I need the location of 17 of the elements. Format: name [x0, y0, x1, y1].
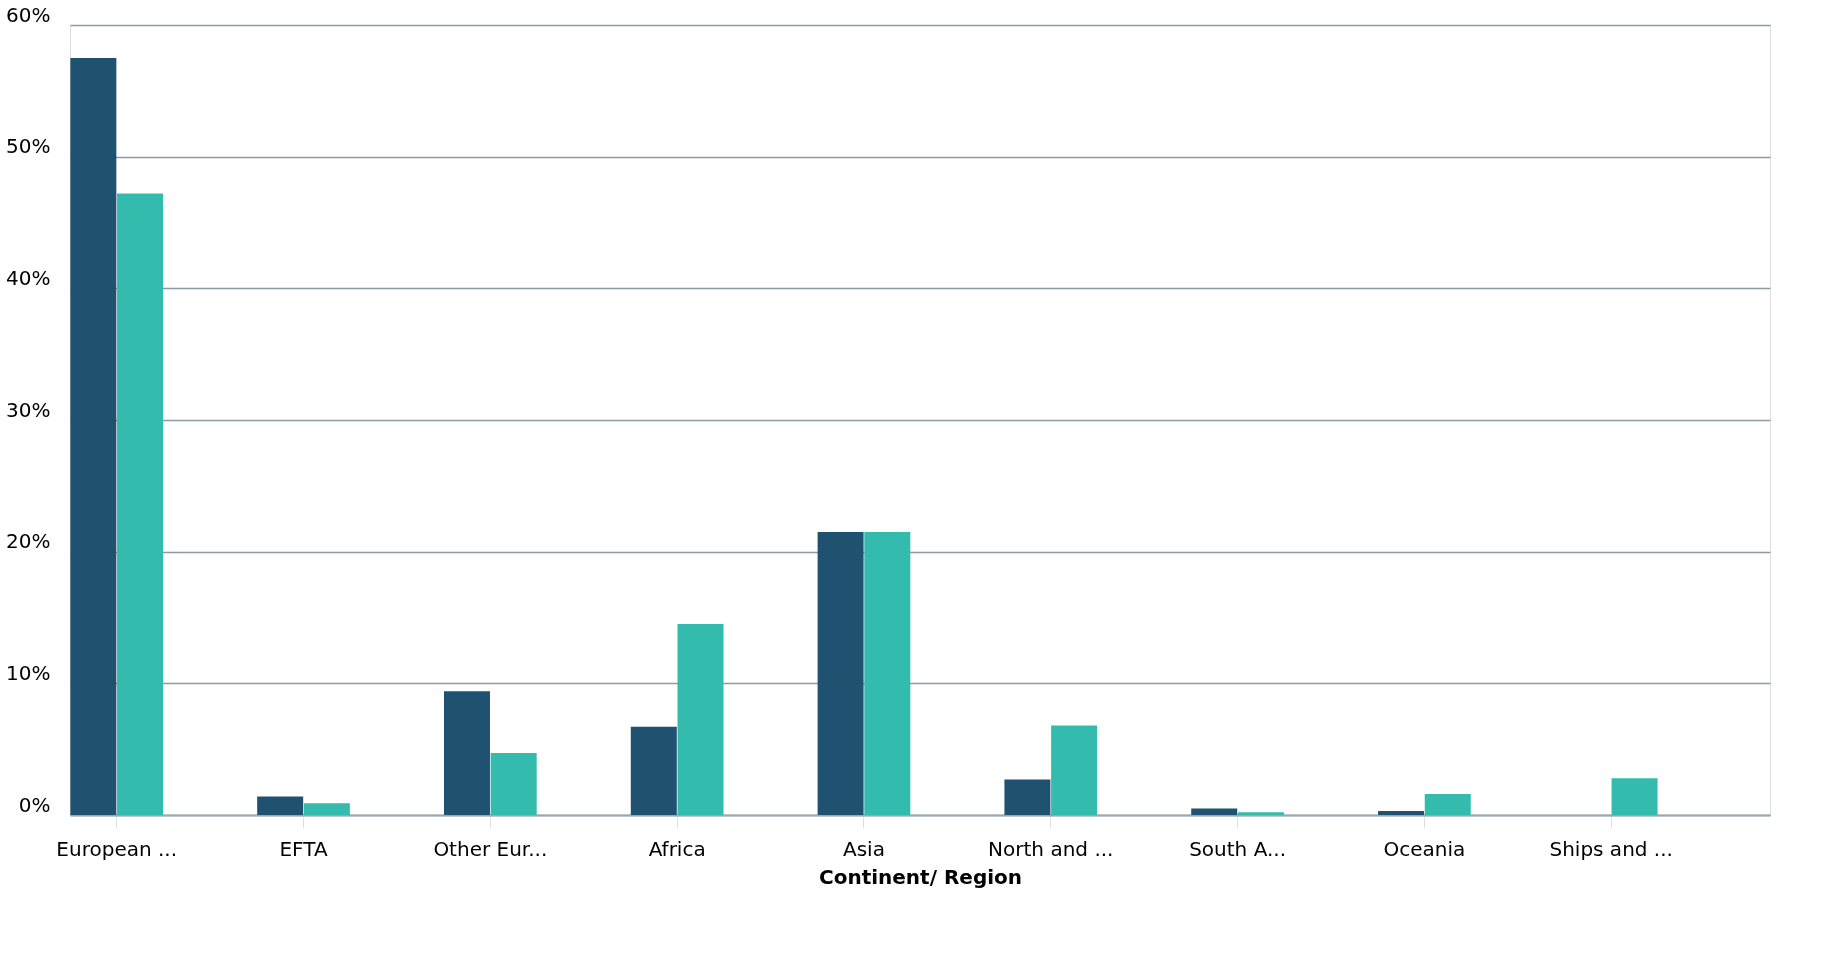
x-tick-label: South A... — [1189, 836, 1287, 861]
y-tick-label: 40% — [6, 265, 51, 290]
x-tick-label: Oceania — [1383, 836, 1466, 861]
y-tick-label: 60% — [6, 2, 51, 27]
y-tick-label: 20% — [6, 529, 51, 554]
x-tick-label: European ... — [56, 836, 178, 861]
x-tick-label: Ships and ... — [1549, 836, 1673, 861]
x-tick-label: Africa — [648, 836, 706, 861]
y-tick-label: 0% — [18, 792, 51, 817]
x-axis-title: Continent/ Region — [818, 864, 1023, 889]
y-tick-label: 30% — [6, 397, 51, 422]
x-tick-label: North and ... — [988, 836, 1114, 861]
x-tick-label: Asia — [843, 836, 885, 861]
y-tick-label: 50% — [6, 134, 51, 159]
x-tick-label: Other Eur... — [433, 836, 548, 861]
x-tick-label: EFTA — [279, 836, 328, 861]
y-tick-label: 10% — [6, 660, 51, 685]
